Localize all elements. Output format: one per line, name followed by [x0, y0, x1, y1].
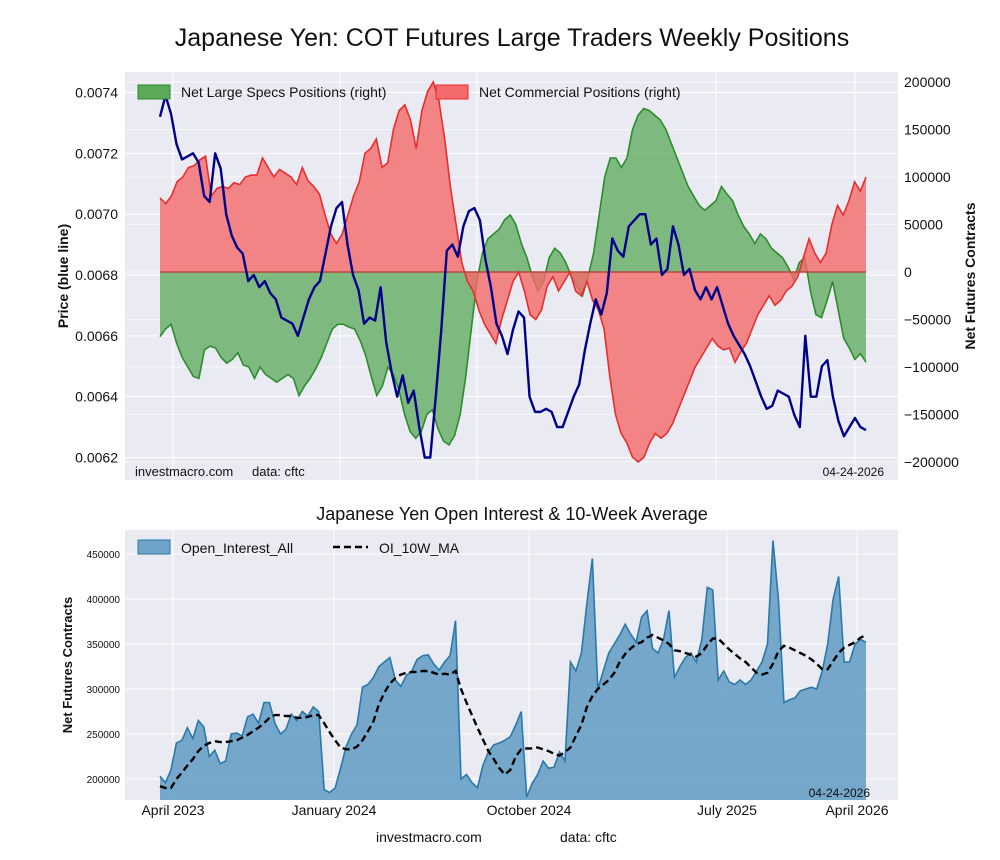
legend-specs-label: Net Large Specs Positions (right) [181, 84, 386, 100]
oi-area [160, 540, 866, 800]
top-watermark-data: data: cftc [252, 464, 305, 479]
top-watermark-source: investmacro.com [135, 464, 233, 479]
bottom-x-ticks: April 2023 January 2024 October 2024 July 2… [141, 802, 888, 818]
right-tick-label: −50000 [904, 312, 951, 328]
left-tick-label: 0.0062 [75, 450, 118, 466]
specs-line [159, 107, 867, 447]
figure-title: Japanese Yen: COT Futures Large Traders … [175, 24, 849, 52]
right-tick-label: −200000 [904, 454, 959, 470]
right-tick-label: 0 [904, 264, 912, 280]
bottom-y-ticks: 200000 250000 300000 350000 400000 450000 [87, 550, 121, 786]
left-tick-label: 0.0072 [75, 145, 118, 161]
left-tick-label: 0.0068 [75, 267, 118, 283]
legend-comm-swatch [435, 84, 469, 100]
bottom-x-tick-label: April 2023 [141, 802, 204, 818]
top-panel: 0.0062 0.0064 0.0066 0.0068 0.0070 0.0072 0.00… [55, 72, 978, 480]
left-ticks: 0.0062 0.0064 0.0066 0.0068 0.0070 0.0072 0.00… [75, 85, 118, 466]
left-tick-label: 0.0066 [75, 328, 118, 344]
left-tick-label: 0.0070 [75, 206, 118, 222]
bottom-y-tick-label: 350000 [87, 640, 121, 651]
footer-source: investmacro.com [376, 829, 482, 845]
right-axis-label: Net Futures Contracts [962, 202, 978, 349]
bottom-y-tick-label: 400000 [87, 595, 121, 606]
bottom-y-tick-label: 300000 [87, 685, 121, 696]
price-line-group [158, 94, 867, 459]
bottom-x-tick-label: October 2024 [487, 802, 572, 818]
bottom-x-tick-label: April 2026 [825, 802, 888, 818]
legend-oi-swatch [137, 539, 171, 555]
bottom-y-tick-label: 200000 [87, 775, 121, 786]
footer-data: data: cftc [560, 829, 617, 845]
right-tick-label: 100000 [904, 169, 951, 185]
bottom-panel: Japanese Yen Open Interest & 10-Week Ave… [60, 504, 898, 818]
right-tick-label: −100000 [904, 359, 959, 375]
legend-ma-label: OI_10W_MA [379, 540, 460, 556]
right-tick-label: 50000 [904, 217, 943, 233]
right-ticks: −200000 −150000 −100000 −50000 0 50000 100000 1… [904, 74, 959, 470]
top-legend: Net Large Specs Positions (right) Net Co… [137, 84, 681, 100]
bottom-y-axis-label: Net Futures Contracts [60, 597, 75, 734]
top-date-stamp: 04-24-2026 [823, 465, 885, 479]
left-tick-label: 0.0064 [75, 389, 118, 405]
legend-comm-label: Net Commercial Positions (right) [479, 84, 681, 100]
bottom-legend: Open_Interest_All OI_10W_MA [137, 539, 460, 556]
oi-ma-line [159, 633, 867, 790]
oi-line [159, 540, 867, 798]
right-tick-label: 200000 [904, 74, 951, 90]
left-axis-label: Price (blue line) [55, 224, 71, 328]
legend-oi-label: Open_Interest_All [181, 540, 293, 556]
right-tick-label: 150000 [904, 122, 951, 138]
bottom-areas [159, 540, 867, 800]
comm-line [159, 80, 867, 464]
bottom-y-tick-label: 450000 [87, 550, 121, 561]
bottom-x-tick-label: January 2024 [292, 802, 377, 818]
price-line [158, 94, 867, 459]
specs-area [160, 108, 866, 445]
bottom-y-tick-label: 250000 [87, 730, 121, 741]
legend-specs-swatch [137, 84, 171, 100]
left-tick-label: 0.0074 [75, 85, 118, 101]
bottom-x-tick-label: July 2025 [697, 802, 757, 818]
bottom-date-stamp: 04-24-2026 [809, 786, 871, 800]
bottom-title: Japanese Yen Open Interest & 10-Week Ave… [316, 504, 708, 524]
right-tick-label: −150000 [904, 407, 959, 423]
